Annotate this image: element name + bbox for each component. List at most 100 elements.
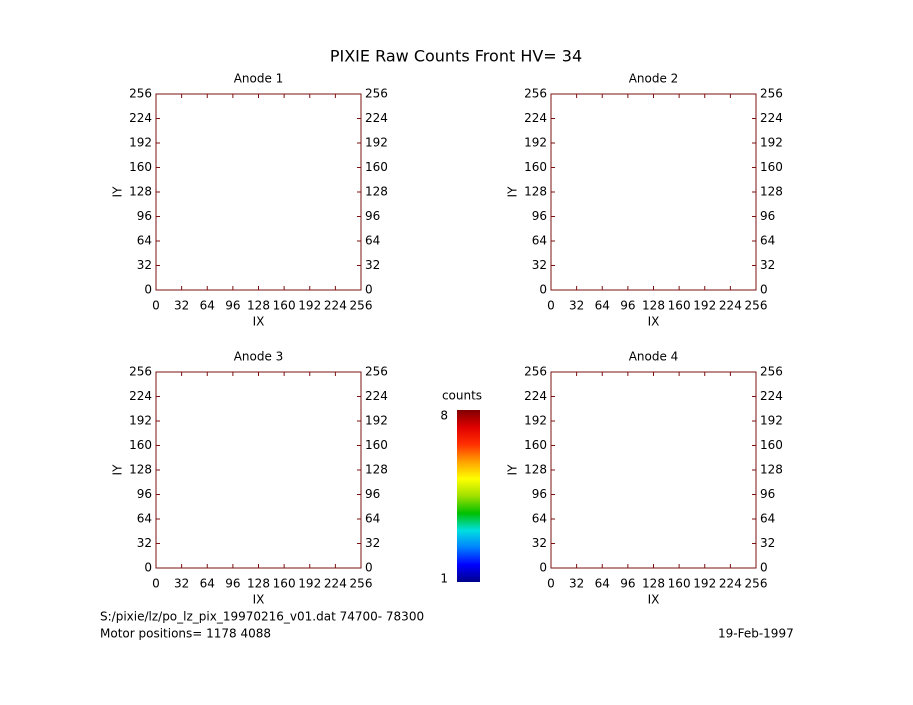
y-tick-label-right: 64 [365, 234, 380, 248]
x-tick-label: 224 [719, 299, 742, 313]
y-axis-label: IY [506, 464, 520, 476]
x-tick-label: 32 [569, 299, 584, 313]
panel-title: Anode 3 [234, 350, 284, 364]
x-tick-label: 0 [547, 299, 555, 313]
y-tick-label: 128 [129, 463, 152, 477]
motor-info: Motor positions= 1178 4088 [100, 627, 271, 641]
x-tick-label: 64 [595, 577, 610, 591]
x-tick-label: 128 [247, 299, 270, 313]
x-tick-label: 96 [225, 299, 240, 313]
plot-frame [550, 93, 757, 291]
y-tick-label-right: 224 [365, 389, 388, 403]
x-tick-label: 256 [350, 577, 373, 591]
x-tick-label: 160 [668, 577, 691, 591]
x-tick-label: 192 [298, 299, 321, 313]
x-axis-label: IX [648, 315, 660, 329]
y-tick-label: 128 [524, 185, 547, 199]
x-tick-label: 0 [152, 577, 160, 591]
y-tick-label: 64 [137, 512, 152, 526]
colorbar-tick-label: 1 [440, 572, 448, 586]
y-tick-label: 32 [137, 258, 152, 272]
y-tick-label-right: 96 [760, 209, 775, 223]
y-tick-label-right: 0 [760, 561, 768, 575]
y-tick-label-right: 192 [365, 414, 388, 428]
plot-frame [550, 371, 757, 569]
x-tick-label: 128 [642, 577, 665, 591]
y-tick-label: 0 [144, 283, 152, 297]
y-tick-label-right: 256 [760, 87, 783, 101]
y-tick-label: 96 [137, 209, 152, 223]
x-tick-label: 128 [247, 577, 270, 591]
y-tick-label-right: 128 [760, 185, 783, 199]
y-tick-label: 32 [532, 258, 547, 272]
x-tick-label: 224 [719, 577, 742, 591]
y-tick-label: 128 [129, 185, 152, 199]
colorbar-tick-label: 8 [440, 409, 448, 423]
y-tick-label-right: 96 [365, 487, 380, 501]
y-tick-label-right: 0 [365, 283, 373, 297]
x-tick-label: 224 [324, 577, 347, 591]
y-tick-label-right: 224 [760, 111, 783, 125]
x-tick-label: 32 [174, 299, 189, 313]
y-tick-label-right: 32 [365, 536, 380, 550]
y-tick-label: 192 [129, 414, 152, 428]
y-tick-label-right: 256 [365, 365, 388, 379]
y-tick-label: 64 [532, 512, 547, 526]
y-tick-label-right: 256 [760, 365, 783, 379]
y-tick-label: 192 [524, 136, 547, 150]
x-tick-label: 64 [200, 577, 215, 591]
y-tick-label: 160 [524, 438, 547, 452]
y-tick-label-right: 192 [760, 136, 783, 150]
plot-frame [155, 371, 362, 569]
y-tick-label: 64 [137, 234, 152, 248]
y-tick-label: 224 [129, 111, 152, 125]
y-tick-label: 32 [137, 536, 152, 550]
y-tick-label: 192 [129, 136, 152, 150]
y-tick-label: 160 [129, 160, 152, 174]
y-axis-label: IY [111, 464, 125, 476]
y-tick-label: 256 [524, 365, 547, 379]
y-tick-label-right: 160 [760, 160, 783, 174]
y-tick-label: 0 [539, 283, 547, 297]
x-tick-label: 192 [298, 577, 321, 591]
y-tick-label-right: 256 [365, 87, 388, 101]
x-axis-label: IX [253, 315, 265, 329]
panel-title: Anode 1 [234, 72, 284, 86]
x-tick-label: 256 [350, 299, 373, 313]
y-tick-label-right: 128 [760, 463, 783, 477]
x-tick-label: 160 [273, 299, 296, 313]
y-tick-label: 224 [129, 389, 152, 403]
y-tick-label-right: 128 [365, 185, 388, 199]
figure-title: PIXIE Raw Counts Front HV= 34 [330, 47, 582, 66]
x-tick-label: 64 [595, 299, 610, 313]
y-tick-label: 192 [524, 414, 547, 428]
x-axis-label: IX [253, 593, 265, 607]
x-tick-label: 128 [642, 299, 665, 313]
panel-title: Anode 4 [629, 350, 679, 364]
x-tick-label: 160 [273, 577, 296, 591]
y-tick-label-right: 64 [760, 512, 775, 526]
y-tick-label: 32 [532, 536, 547, 550]
y-tick-label: 96 [532, 487, 547, 501]
x-tick-label: 0 [547, 577, 555, 591]
y-tick-label-right: 0 [760, 283, 768, 297]
y-tick-label-right: 224 [760, 389, 783, 403]
x-axis-label: IX [648, 593, 660, 607]
y-tick-label: 96 [137, 487, 152, 501]
x-tick-label: 224 [324, 299, 347, 313]
x-tick-label: 32 [174, 577, 189, 591]
y-tick-label: 128 [524, 463, 547, 477]
y-tick-label: 0 [144, 561, 152, 575]
x-tick-label: 64 [200, 299, 215, 313]
plot-frame [155, 93, 362, 291]
y-tick-label: 64 [532, 234, 547, 248]
y-tick-label: 224 [524, 389, 547, 403]
y-tick-label: 256 [524, 87, 547, 101]
y-tick-label: 160 [129, 438, 152, 452]
x-tick-label: 160 [668, 299, 691, 313]
x-tick-label: 96 [620, 299, 635, 313]
y-tick-label-right: 96 [760, 487, 775, 501]
colorbar [457, 410, 480, 582]
